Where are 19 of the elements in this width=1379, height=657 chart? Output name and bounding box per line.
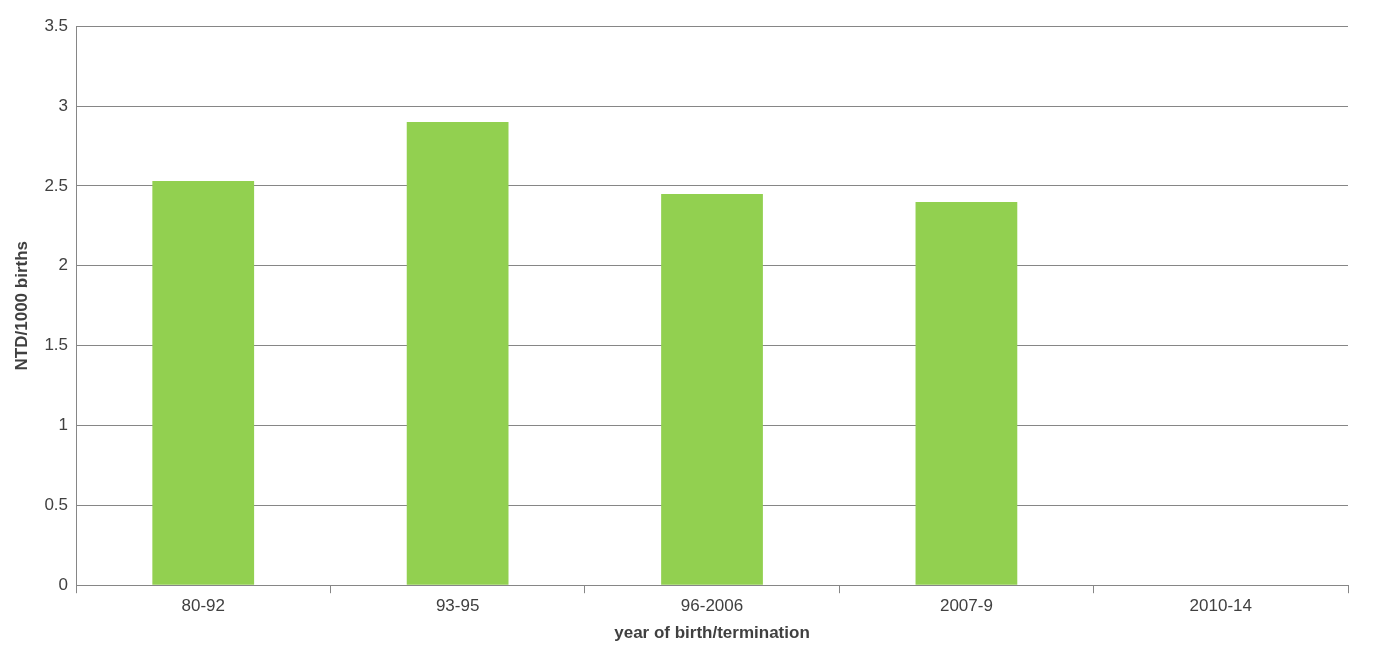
x-tick-label: 96-2006 (680, 596, 744, 616)
y-tick-label: 3.5 (44, 15, 69, 35)
y-tick-label: 0 (58, 574, 69, 594)
y-axis-title: NTD/1000 births (11, 240, 31, 371)
x-axis-title: year of birth/termination (614, 623, 810, 643)
bar (406, 122, 509, 585)
y-tick-label: 0.5 (44, 495, 69, 515)
x-tick-label: 2007-9 (939, 596, 993, 616)
x-tick-label: 80-92 (181, 596, 225, 616)
bar (152, 181, 255, 585)
x-tick-label: 93-95 (435, 596, 480, 616)
bar (915, 201, 1018, 585)
y-tick-label: 1 (58, 415, 69, 435)
y-tick-label: 1.5 (44, 335, 69, 355)
x-tick-label: 2010-14 (1189, 596, 1252, 616)
y-tick-label: 2 (58, 255, 69, 275)
y-tick-label: 2.5 (44, 175, 69, 195)
bar (661, 193, 763, 585)
y-tick-label: 3 (58, 95, 69, 115)
